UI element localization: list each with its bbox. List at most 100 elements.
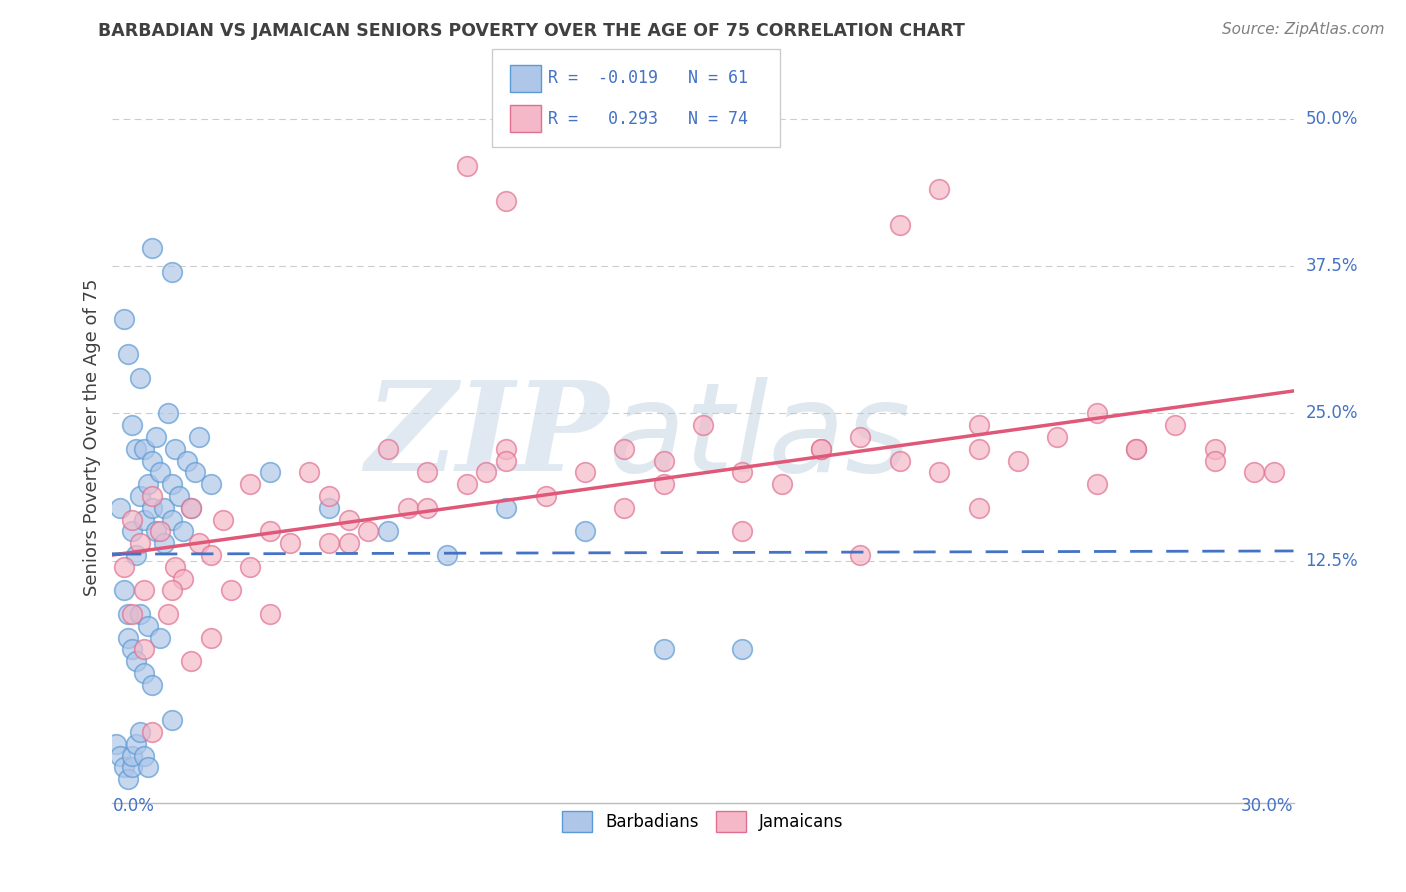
Point bbox=[160, 513, 183, 527]
Point bbox=[357, 524, 380, 539]
Text: ZIP: ZIP bbox=[364, 376, 609, 498]
Point bbox=[141, 725, 163, 739]
Point bbox=[172, 524, 194, 539]
Point bbox=[967, 500, 990, 515]
Point bbox=[1204, 453, 1226, 467]
Point bbox=[889, 218, 911, 232]
Point bbox=[456, 159, 478, 173]
Point bbox=[1085, 407, 1108, 421]
Point bbox=[132, 666, 155, 681]
Text: 0.0%: 0.0% bbox=[112, 797, 155, 815]
Point bbox=[125, 737, 148, 751]
Point bbox=[613, 442, 636, 456]
Point bbox=[132, 513, 155, 527]
Point bbox=[337, 513, 360, 527]
Point bbox=[112, 583, 135, 598]
Point bbox=[495, 453, 517, 467]
Point bbox=[928, 182, 950, 196]
Point bbox=[731, 466, 754, 480]
Point bbox=[967, 418, 990, 433]
Point bbox=[810, 442, 832, 456]
Point bbox=[1164, 418, 1187, 433]
Legend: Barbadians, Jamaicans: Barbadians, Jamaicans bbox=[555, 805, 851, 838]
Point bbox=[849, 548, 872, 562]
Point bbox=[112, 559, 135, 574]
Point bbox=[219, 583, 242, 598]
Point bbox=[129, 536, 152, 550]
Text: 30.0%: 30.0% bbox=[1241, 797, 1294, 815]
Point bbox=[337, 536, 360, 550]
Point bbox=[1085, 477, 1108, 491]
Point bbox=[121, 513, 143, 527]
Point bbox=[176, 453, 198, 467]
Point bbox=[1007, 453, 1029, 467]
Point bbox=[141, 489, 163, 503]
Point bbox=[889, 453, 911, 467]
Point bbox=[180, 500, 202, 515]
Point bbox=[160, 713, 183, 727]
Point bbox=[652, 453, 675, 467]
Point bbox=[117, 607, 139, 621]
Point bbox=[141, 241, 163, 255]
Text: R =   0.293   N = 74: R = 0.293 N = 74 bbox=[548, 110, 748, 128]
Point bbox=[112, 312, 135, 326]
Text: Source: ZipAtlas.com: Source: ZipAtlas.com bbox=[1222, 22, 1385, 37]
Point bbox=[770, 477, 793, 491]
Point bbox=[129, 371, 152, 385]
Point bbox=[136, 619, 159, 633]
Point bbox=[967, 442, 990, 456]
Point bbox=[1204, 442, 1226, 456]
Point bbox=[141, 500, 163, 515]
Point bbox=[141, 453, 163, 467]
Point bbox=[160, 265, 183, 279]
Point bbox=[456, 477, 478, 491]
Point bbox=[112, 760, 135, 774]
Point bbox=[1243, 466, 1265, 480]
Point bbox=[121, 418, 143, 433]
Point bbox=[156, 607, 179, 621]
Point bbox=[495, 500, 517, 515]
Point bbox=[132, 748, 155, 763]
Point bbox=[105, 737, 128, 751]
Y-axis label: Seniors Poverty Over the Age of 75: Seniors Poverty Over the Age of 75 bbox=[83, 278, 101, 596]
Point bbox=[396, 500, 419, 515]
Point bbox=[169, 489, 191, 503]
Point bbox=[145, 430, 167, 444]
Text: 25.0%: 25.0% bbox=[1305, 404, 1358, 423]
Point bbox=[200, 548, 222, 562]
Point bbox=[149, 524, 172, 539]
Point bbox=[188, 536, 211, 550]
Point bbox=[152, 536, 174, 550]
Point bbox=[121, 607, 143, 621]
Point bbox=[121, 760, 143, 774]
Point bbox=[121, 748, 143, 763]
Point bbox=[318, 536, 340, 550]
Point bbox=[495, 194, 517, 208]
Point bbox=[110, 748, 132, 763]
Point bbox=[149, 631, 172, 645]
Text: 37.5%: 37.5% bbox=[1305, 257, 1358, 275]
Point bbox=[574, 466, 596, 480]
Point bbox=[129, 607, 152, 621]
Point bbox=[613, 500, 636, 515]
Point bbox=[172, 572, 194, 586]
Point bbox=[180, 654, 202, 668]
Point bbox=[318, 489, 340, 503]
Point bbox=[152, 500, 174, 515]
Point bbox=[416, 500, 439, 515]
Text: 50.0%: 50.0% bbox=[1305, 110, 1358, 128]
Point bbox=[810, 442, 832, 456]
Point bbox=[132, 583, 155, 598]
Point bbox=[318, 500, 340, 515]
Point bbox=[165, 559, 187, 574]
Point bbox=[136, 760, 159, 774]
Point bbox=[129, 725, 152, 739]
Point bbox=[121, 524, 143, 539]
Point bbox=[259, 607, 281, 621]
Point bbox=[239, 559, 262, 574]
Point bbox=[165, 442, 187, 456]
Point bbox=[200, 631, 222, 645]
Point bbox=[141, 678, 163, 692]
Point bbox=[149, 466, 172, 480]
Point bbox=[1263, 466, 1285, 480]
